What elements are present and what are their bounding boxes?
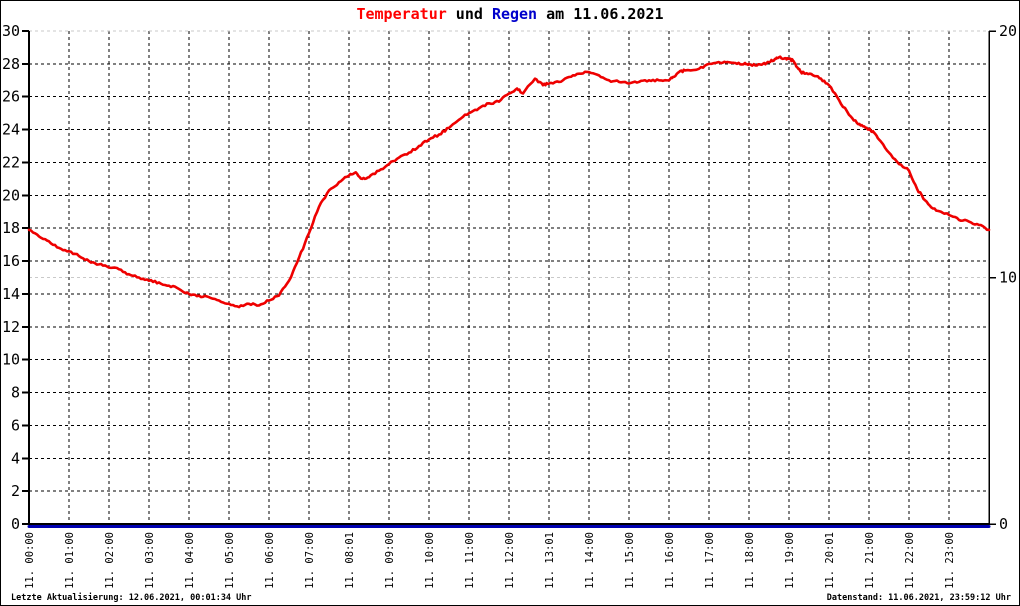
last-update-text: Letzte Aktualisierung: 12.06.2021, 00:01… <box>11 593 252 603</box>
x-tick-label: 11. 16:00 <box>664 532 676 589</box>
x-tick-label: 11. 05:00 <box>224 532 236 589</box>
secondary-gridlines <box>29 30 989 279</box>
y-left-tick-label: 24 <box>2 121 20 139</box>
title-und: und <box>446 5 492 23</box>
y-left-tick-label: 26 <box>2 88 20 106</box>
x-tick-label: 11. 06:00 <box>264 532 276 589</box>
y-right-tick-label: 0 <box>999 515 1008 533</box>
x-tick-label: 11. 22:00 <box>904 532 916 589</box>
y-left-tick-label: 14 <box>2 285 20 303</box>
x-axis-labels: 11. 00:00 11. 01:00 11. 02:00 11. 03:00 11. … <box>24 532 956 589</box>
x-tick-label: 11. 03:00 <box>144 532 156 589</box>
y-left-tick-label: 6 <box>11 416 20 434</box>
x-tick-label: 11. 19:00 <box>784 532 796 589</box>
y-left-tick-label: 22 <box>2 153 20 171</box>
x-tick-label: 11. 13:01 <box>544 532 556 589</box>
x-tick-label: 11. 21:00 <box>864 532 876 589</box>
y-left-tick-label: 2 <box>11 482 20 500</box>
right-axis-labels: 0 10 20 <box>989 22 1017 533</box>
title-temperature: Temperatur <box>356 5 447 23</box>
data-state-text: Datenstand: 11.06.2021, 23:59:12 Uhr <box>826 593 1011 603</box>
y-right-tick-label: 10 <box>999 269 1017 287</box>
title-regen: Regen <box>491 5 538 23</box>
y-right-tick-label: 20 <box>999 22 1017 40</box>
x-tick-label: 11. 20:01 <box>824 532 836 589</box>
y-left-tick-label: 0 <box>11 515 20 533</box>
x-tick-label: 11. 07:00 <box>304 532 316 589</box>
x-tick-label: 11. 08:01 <box>344 532 356 589</box>
x-tick-label: 11. 17:00 <box>704 532 716 589</box>
x-tick-label: 11. 00:00 <box>24 532 36 589</box>
y-left-tick-label: 12 <box>2 318 20 336</box>
y-left-tick-label: 30 <box>2 22 20 40</box>
x-tick-label: 11. 04:00 <box>184 532 196 589</box>
x-tick-label: 11. 15:00 <box>624 532 636 589</box>
x-tick-label: 11. 11:00 <box>464 532 476 589</box>
x-tick-label: 11. 01:00 <box>64 532 76 589</box>
x-tick-label: 11. 09:00 <box>384 532 396 589</box>
x-tick-label: 11. 10:00 <box>424 532 436 589</box>
y-left-tick-label: 20 <box>2 186 20 204</box>
y-left-tick-label: 10 <box>2 351 20 369</box>
x-tick-label: 11. 14:00 <box>584 532 596 589</box>
x-tick-label: 11. 18:00 <box>744 532 756 589</box>
y-left-tick-label: 16 <box>2 252 20 270</box>
x-tick-label: 11. 12:00 <box>504 532 516 589</box>
x-tick-label: 11. 23:00 <box>944 532 956 589</box>
y-left-tick-label: 18 <box>2 219 20 237</box>
x-tick-label: 11. 02:00 <box>104 532 116 589</box>
y-left-tick-label: 28 <box>2 55 20 73</box>
chart-title: Temperatur und Regen am 11.06.2021 <box>1 5 1019 23</box>
y-left-tick-label: 8 <box>11 384 20 402</box>
temperature-line <box>27 55 991 309</box>
title-date: am 11.06.2021 <box>537 5 664 23</box>
y-left-tick-label: 4 <box>11 449 20 467</box>
